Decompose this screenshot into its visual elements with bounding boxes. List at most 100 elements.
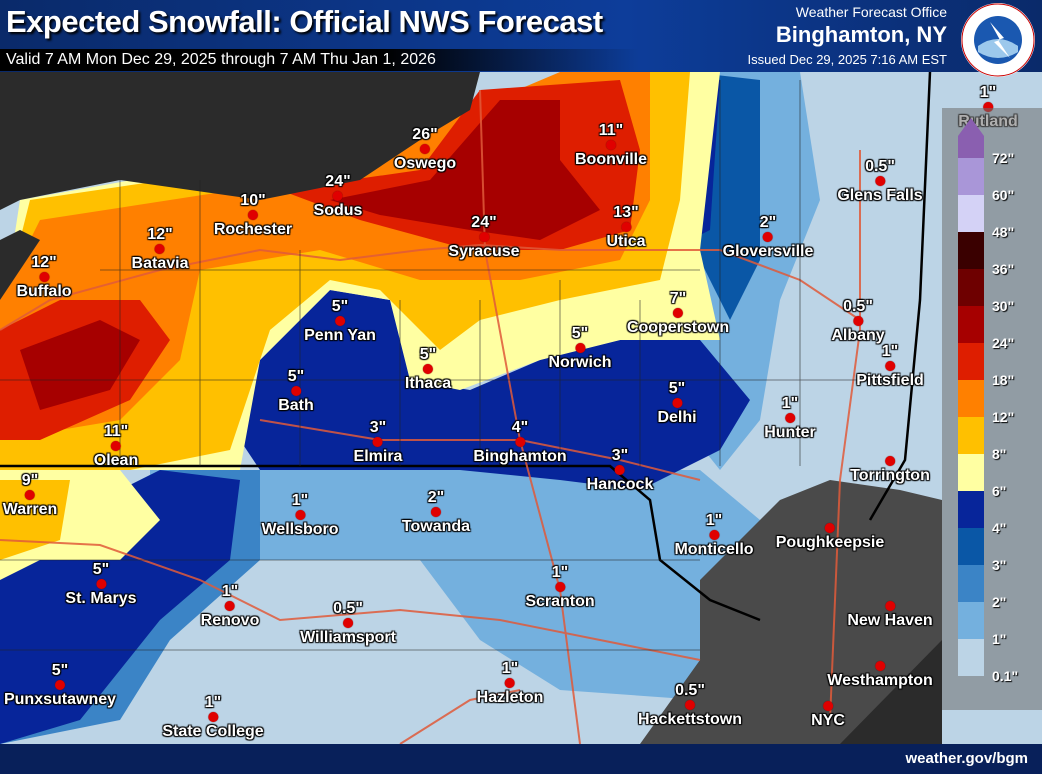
city-name: State College <box>162 723 264 740</box>
city-dot-icon <box>372 437 383 447</box>
city-name: Penn Yan <box>304 327 376 344</box>
city-dot-icon <box>419 144 430 154</box>
city-name: Gloversville <box>722 243 814 260</box>
snowfall-amount: 26" <box>412 126 438 143</box>
city-name: Cooperstown <box>626 319 730 336</box>
city-marker: NYC <box>811 700 845 729</box>
legend-swatch <box>958 454 984 491</box>
legend-label: 60" <box>992 187 1015 203</box>
city-name: Syracuse <box>448 243 520 260</box>
city-marker: 24" Syracuse <box>448 214 519 260</box>
snowfall-amount: 0.5" <box>865 158 895 175</box>
city-name: Bath <box>278 397 314 414</box>
snowfall-amount: 11" <box>103 423 129 440</box>
city-name: Norwich <box>548 354 612 371</box>
map-title: Expected Snowfall: Official NWS Forecast <box>6 4 603 39</box>
legend-swatch <box>958 158 984 195</box>
city-dot-icon <box>248 210 258 220</box>
snowfall-amount: 5" <box>668 380 686 397</box>
snowfall-amount: 1" <box>781 395 799 412</box>
city-marker: Westhampton <box>827 660 933 689</box>
city-marker: 0.5" Williamsport <box>300 600 396 646</box>
legend-label: 2" <box>992 594 1007 610</box>
legend-swatch <box>958 528 984 565</box>
city-dot-icon <box>555 582 565 592</box>
city-marker: 1" Hunter <box>764 395 816 441</box>
city-marker: 5" St. Marys <box>65 561 136 607</box>
city-marker: 1" Pittsfield <box>856 343 924 389</box>
snowfall-amount: 0.5" <box>675 682 705 699</box>
office-label: Weather Forecast Office <box>795 4 947 20</box>
city-dot-icon <box>853 316 863 326</box>
city-marker: 5" Penn Yan <box>304 298 376 344</box>
city-marker: 11" Olean <box>94 423 138 469</box>
snowfall-amount: 1" <box>979 84 997 101</box>
city-marker: 5" Ithaca <box>405 346 451 392</box>
snowfall-amount: 7" <box>669 290 687 307</box>
snow-band-1-2 <box>150 470 780 700</box>
snowfall-amount: 10" <box>240 192 266 209</box>
snowfall-amount: 1" <box>291 492 309 509</box>
legend-label: 4" <box>992 520 1007 536</box>
snowfall-amount: 5" <box>51 662 69 679</box>
city-name: Renovo <box>200 612 260 629</box>
ny-ma-border <box>868 71 932 521</box>
city-dot-icon <box>672 398 682 408</box>
valid-period: Valid 7 AM Mon Dec 29, 2025 through 7 AM… <box>0 49 640 71</box>
snowfall-amount: 12" <box>31 254 57 271</box>
city-dot-icon <box>885 456 895 466</box>
city-dot-icon <box>504 678 515 688</box>
city-marker: 1" Scranton <box>525 564 594 610</box>
legend-swatch <box>958 269 984 306</box>
snowfall-amount: 5" <box>571 325 589 342</box>
city-marker: 7" Cooperstown <box>627 290 729 336</box>
legend-label: 12" <box>992 409 1015 425</box>
city-marker: 26" Oswego <box>394 126 456 172</box>
city-name: Wellsboro <box>261 521 339 538</box>
legend-label: 24" <box>992 335 1015 351</box>
city-dot-icon <box>885 361 895 371</box>
county-lines <box>0 80 900 651</box>
city-name: Utica <box>606 233 646 250</box>
city-dot-icon <box>673 308 683 318</box>
city-name: Rochester <box>213 221 293 238</box>
city-name: Scranton <box>525 593 595 610</box>
website-link[interactable]: weather.gov/bgm <box>905 750 1028 767</box>
snowfall-amount: 2" <box>759 214 777 231</box>
city-marker: 5" Norwich <box>548 325 611 371</box>
city-dot-icon <box>291 386 301 396</box>
highways <box>0 89 861 745</box>
city-marker: 12" Batavia <box>132 226 189 272</box>
city-dot-icon <box>95 579 106 589</box>
city-name: Sodus <box>313 202 363 219</box>
city-marker: New Haven <box>847 600 933 629</box>
city-name: Westhampton <box>827 672 933 689</box>
city-dot-icon <box>823 701 833 711</box>
city-marker: 9" Warren <box>3 472 58 518</box>
city-dot-icon <box>982 102 993 112</box>
city-dot-icon <box>207 712 218 722</box>
city-marker: 1" State College <box>162 694 263 740</box>
office-name: Binghamton, NY <box>775 22 947 47</box>
legend-label: 72" <box>992 150 1015 166</box>
city-marker: 4" Binghamton <box>473 419 566 465</box>
city-name: Torrington <box>850 467 930 484</box>
city-name: Ithaca <box>404 375 452 392</box>
city-marker: 5" Delhi <box>657 380 696 426</box>
city-name: Olean <box>93 452 139 469</box>
snowfall-amount: 1" <box>501 660 519 677</box>
legend-label: 36" <box>992 261 1015 277</box>
snowfall-amount: 5" <box>331 298 349 315</box>
city-name: Buffalo <box>16 283 72 300</box>
snowfall-amount: 9" <box>21 472 39 489</box>
city-dot-icon <box>874 661 885 671</box>
city-marker: 24" Sodus <box>314 173 363 219</box>
city-name: Binghamton <box>473 448 567 465</box>
city-dot-icon <box>708 530 719 540</box>
city-dot-icon <box>685 700 695 710</box>
city-name: Warren <box>2 501 58 518</box>
city-name: Glens Falls <box>837 187 923 204</box>
snowfall-amount: 1" <box>204 694 222 711</box>
lake-erie <box>0 230 40 300</box>
